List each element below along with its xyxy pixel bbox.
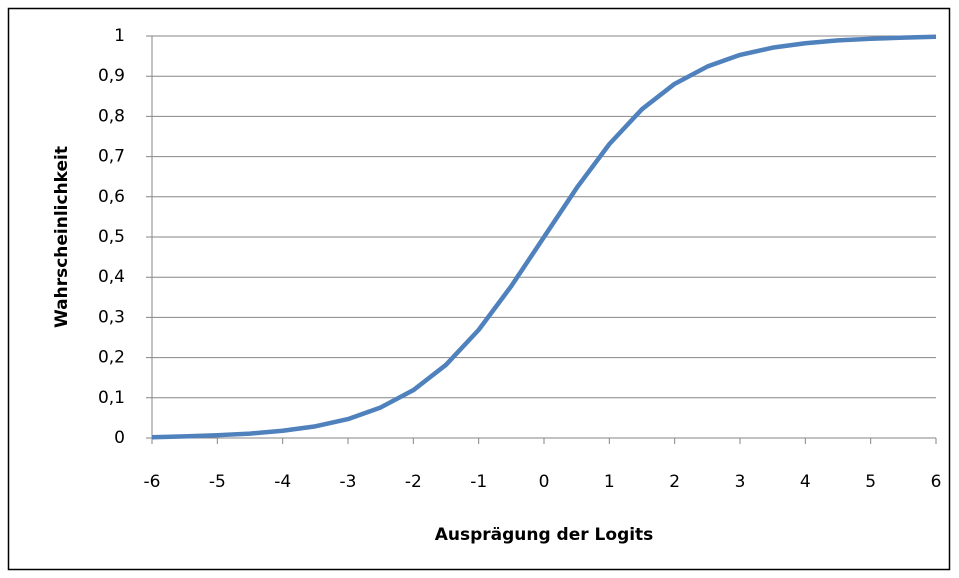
y-tick-label: 0,1 xyxy=(98,388,125,408)
y-tick-label: 0,2 xyxy=(98,348,125,368)
y-tick-label: 0,7 xyxy=(98,147,125,167)
y-tick-label: 0,3 xyxy=(98,307,125,327)
y-tick-label: 0 xyxy=(114,428,125,448)
x-tick-label: 5 xyxy=(865,472,876,492)
y-tick-label: 0,4 xyxy=(98,267,125,287)
x-tick-label: 3 xyxy=(735,472,746,492)
x-tick-label: 1 xyxy=(604,472,615,492)
y-axis-title: Wahrscheinlichkeit xyxy=(52,146,72,328)
x-tick-label: -3 xyxy=(340,472,357,492)
chart-frame xyxy=(7,7,951,571)
data-line xyxy=(151,34,937,440)
y-tick-label: 0,5 xyxy=(98,227,125,247)
x-axis-title: Ausprägung der Logits xyxy=(435,525,654,545)
y-tick-label: 1 xyxy=(114,26,125,46)
x-tick-label: -6 xyxy=(144,472,161,492)
x-tick-label: -1 xyxy=(470,472,487,492)
x-tick-label: -4 xyxy=(274,472,291,492)
y-tick-label: 0,8 xyxy=(98,106,125,126)
y-tick-label: 0,6 xyxy=(98,187,125,207)
x-tick-label: 0 xyxy=(539,472,550,492)
x-tick-label: 4 xyxy=(800,472,811,492)
y-tick-label: 0,9 xyxy=(98,66,125,86)
x-tick-label: -5 xyxy=(209,472,226,492)
x-tick-label: -2 xyxy=(405,472,422,492)
x-tick-label: 2 xyxy=(669,472,680,492)
x-tick-label: 6 xyxy=(931,472,942,492)
